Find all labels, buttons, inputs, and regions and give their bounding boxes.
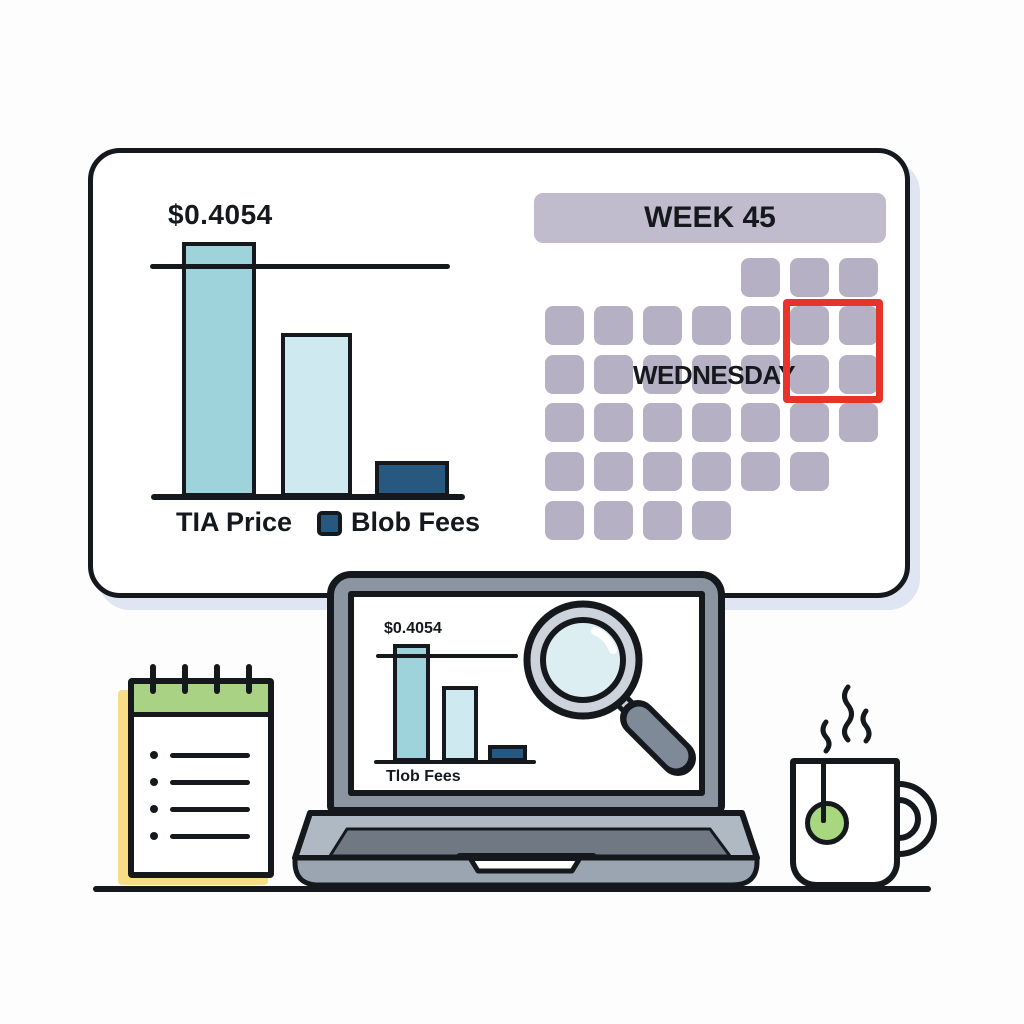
calendar-day-cell	[692, 501, 731, 540]
calendar-highlight-box	[783, 299, 883, 403]
tea-bag-string	[821, 759, 826, 823]
calendar-day-cell	[545, 403, 584, 442]
mini-bar-1	[393, 644, 430, 762]
calendar-day-cell	[839, 306, 878, 345]
calendar-day-cell	[643, 452, 682, 491]
notepad-list-item	[150, 832, 250, 840]
calendar-day-cell	[839, 403, 878, 442]
price-value-label: $0.4054	[168, 199, 273, 230]
reference-line	[150, 264, 450, 269]
tea-bag-tag-icon	[805, 801, 849, 845]
calendar-day-cell	[839, 355, 878, 394]
axis-label-tia-price: TIA Price	[176, 507, 293, 537]
bar-middle	[281, 333, 352, 497]
calendar-day-cell	[692, 403, 731, 442]
bullet-dot	[150, 778, 158, 786]
calendar-day-cell	[545, 355, 584, 394]
notepad-list-item	[150, 778, 250, 786]
calendar-day-cell	[790, 403, 829, 442]
mini-bar-2	[442, 686, 478, 762]
calendar-day-cell	[741, 452, 780, 491]
list-line	[170, 833, 250, 839]
bullet-dot	[150, 805, 158, 813]
calendar-day-cell	[594, 306, 633, 345]
magnifier-icon	[523, 600, 696, 776]
calendar-day-cell	[790, 355, 829, 394]
steam-icon	[820, 684, 872, 754]
calendar-day-cell	[741, 306, 780, 345]
bullet-dot	[150, 832, 158, 840]
calendar-day-cell	[790, 306, 829, 345]
binding-ring	[150, 664, 156, 694]
calendar-day-cell	[643, 306, 682, 345]
calendar-day-cell	[741, 355, 780, 394]
mini-price-value-label: $0.4054	[384, 620, 442, 637]
bullet-dot	[150, 751, 158, 759]
calendar-day-cell	[545, 306, 584, 345]
calendar-day-cell	[594, 403, 633, 442]
calendar-day-cell	[741, 403, 780, 442]
calendar-day-cell	[545, 452, 584, 491]
axis-label-blob-fees: Blob Fees	[351, 507, 481, 537]
calendar-day-cell	[790, 258, 829, 297]
mini-x-axis	[374, 760, 536, 764]
bar-blob-fees	[375, 461, 449, 497]
bar-tia-price	[182, 242, 256, 497]
laptop-base	[292, 810, 760, 888]
calendar-day-cell	[741, 258, 780, 297]
calendar-day-cell	[545, 501, 584, 540]
calendar-day-label: WEDNESDAY	[633, 360, 796, 390]
blob-fees-legend-swatch	[317, 511, 342, 536]
mini-reference-line	[376, 654, 518, 658]
calendar-day-cell	[692, 452, 731, 491]
calendar-day-cell	[594, 501, 633, 540]
calendar-day-cell	[790, 452, 829, 491]
notepad-header-band	[134, 684, 268, 717]
calendar-week-header: WEEK 45	[534, 193, 886, 243]
mini-axis-label: Tlob Fees	[386, 768, 461, 785]
calendar-day-cell	[643, 403, 682, 442]
binding-ring	[246, 664, 252, 694]
calendar-day-cell	[692, 306, 731, 345]
x-axis	[151, 494, 465, 500]
calendar-day-cell	[643, 355, 682, 394]
notepad-list-item	[150, 805, 250, 813]
binding-ring	[214, 664, 220, 694]
calendar-day-cell	[643, 501, 682, 540]
desk-line	[93, 886, 931, 892]
calendar-day-cell	[839, 258, 878, 297]
list-line	[170, 752, 250, 758]
notepad-list-item	[150, 751, 250, 759]
calendar-day-cell	[594, 452, 633, 491]
list-line	[170, 806, 250, 812]
binding-ring	[182, 664, 188, 694]
calendar-day-cell	[594, 355, 633, 394]
list-line	[170, 779, 250, 785]
calendar-day-cell	[692, 355, 731, 394]
